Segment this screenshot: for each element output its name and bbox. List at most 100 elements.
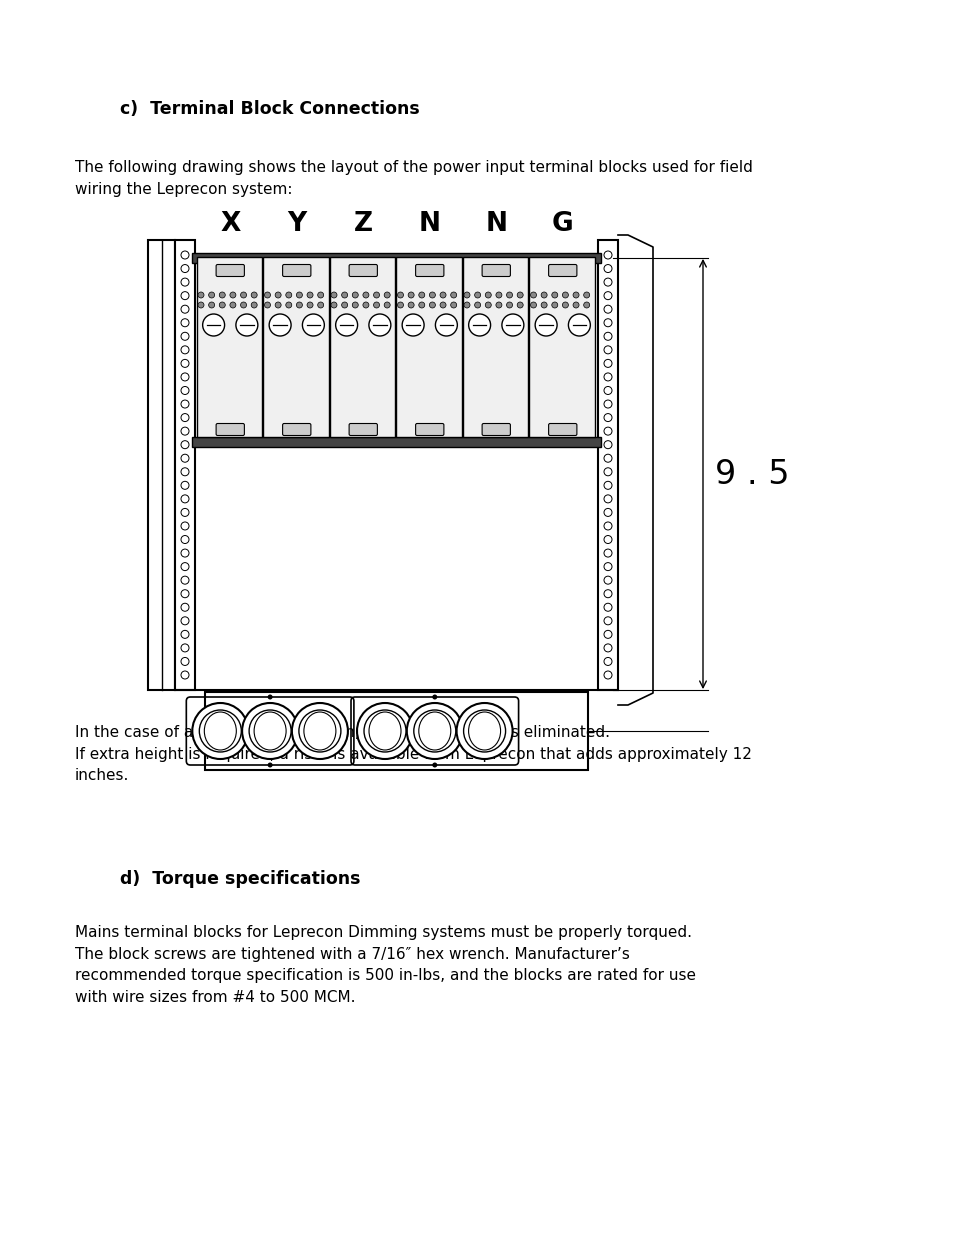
Circle shape xyxy=(573,303,578,308)
Circle shape xyxy=(517,291,522,298)
Circle shape xyxy=(603,278,612,287)
Bar xyxy=(192,253,600,263)
Text: N: N xyxy=(485,211,507,237)
Ellipse shape xyxy=(468,314,490,336)
Circle shape xyxy=(242,703,297,760)
Bar xyxy=(205,692,587,769)
Circle shape xyxy=(181,387,189,394)
Circle shape xyxy=(506,303,512,308)
Ellipse shape xyxy=(501,314,523,336)
Circle shape xyxy=(463,303,470,308)
Circle shape xyxy=(530,291,536,298)
Circle shape xyxy=(603,643,612,652)
Ellipse shape xyxy=(335,314,357,336)
Circle shape xyxy=(603,427,612,435)
Circle shape xyxy=(268,762,273,767)
Circle shape xyxy=(181,291,189,300)
Circle shape xyxy=(181,536,189,543)
Circle shape xyxy=(181,495,189,503)
Circle shape xyxy=(384,291,390,298)
Circle shape xyxy=(485,291,491,298)
Ellipse shape xyxy=(418,713,451,750)
Circle shape xyxy=(456,703,512,760)
Circle shape xyxy=(356,703,413,760)
Bar xyxy=(598,240,618,690)
FancyBboxPatch shape xyxy=(548,264,577,277)
FancyBboxPatch shape xyxy=(548,424,577,436)
Circle shape xyxy=(603,671,612,679)
Circle shape xyxy=(496,291,501,298)
Circle shape xyxy=(384,303,390,308)
FancyBboxPatch shape xyxy=(216,264,244,277)
Circle shape xyxy=(230,291,235,298)
Circle shape xyxy=(374,291,379,298)
Circle shape xyxy=(603,630,612,638)
Circle shape xyxy=(603,550,612,557)
FancyBboxPatch shape xyxy=(481,424,510,436)
Circle shape xyxy=(603,373,612,380)
Bar xyxy=(194,440,598,690)
Bar xyxy=(396,257,461,437)
Circle shape xyxy=(397,303,403,308)
Bar xyxy=(148,240,174,690)
Circle shape xyxy=(603,305,612,314)
Circle shape xyxy=(517,303,522,308)
Circle shape xyxy=(603,387,612,394)
Text: In the case of a single phase system, the Z phase block is eliminated.
If extra : In the case of a single phase system, th… xyxy=(75,725,751,783)
Circle shape xyxy=(432,762,436,767)
Circle shape xyxy=(603,482,612,489)
Circle shape xyxy=(274,291,281,298)
Ellipse shape xyxy=(304,713,335,750)
Circle shape xyxy=(418,303,424,308)
Circle shape xyxy=(193,703,248,760)
Circle shape xyxy=(251,291,257,298)
Circle shape xyxy=(603,522,612,530)
Circle shape xyxy=(551,291,558,298)
FancyBboxPatch shape xyxy=(349,264,377,277)
Bar xyxy=(330,257,395,437)
Text: G: G xyxy=(551,211,573,237)
Circle shape xyxy=(181,589,189,598)
Circle shape xyxy=(530,303,536,308)
Circle shape xyxy=(341,303,347,308)
Circle shape xyxy=(181,414,189,421)
Ellipse shape xyxy=(369,713,400,750)
Circle shape xyxy=(298,710,340,752)
Circle shape xyxy=(562,291,568,298)
Circle shape xyxy=(331,291,336,298)
Circle shape xyxy=(540,291,547,298)
Circle shape xyxy=(540,303,547,308)
Circle shape xyxy=(317,303,323,308)
Circle shape xyxy=(181,509,189,516)
Circle shape xyxy=(274,303,281,308)
Circle shape xyxy=(603,495,612,503)
Circle shape xyxy=(583,291,589,298)
FancyBboxPatch shape xyxy=(282,424,311,436)
Circle shape xyxy=(603,346,612,354)
Bar xyxy=(174,240,194,690)
Circle shape xyxy=(249,710,291,752)
Circle shape xyxy=(181,454,189,462)
Circle shape xyxy=(209,303,214,308)
Circle shape xyxy=(506,291,512,298)
Circle shape xyxy=(292,703,348,760)
Ellipse shape xyxy=(468,713,500,750)
Ellipse shape xyxy=(235,314,257,336)
Circle shape xyxy=(603,291,612,300)
Circle shape xyxy=(181,616,189,625)
Ellipse shape xyxy=(402,314,424,336)
Circle shape xyxy=(341,291,347,298)
Circle shape xyxy=(603,414,612,421)
Bar xyxy=(263,257,329,437)
Circle shape xyxy=(450,303,456,308)
Circle shape xyxy=(408,291,414,298)
Circle shape xyxy=(562,303,568,308)
Bar xyxy=(529,257,595,437)
Circle shape xyxy=(181,603,189,611)
FancyBboxPatch shape xyxy=(481,264,510,277)
Circle shape xyxy=(181,550,189,557)
Circle shape xyxy=(603,441,612,448)
Text: N: N xyxy=(418,211,440,237)
Circle shape xyxy=(240,303,246,308)
Circle shape xyxy=(432,694,436,699)
